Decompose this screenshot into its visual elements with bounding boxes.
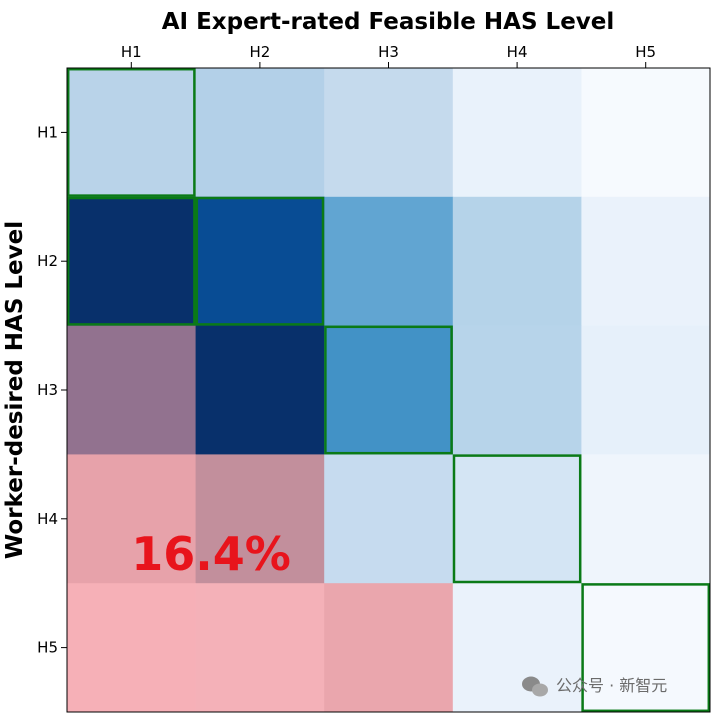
- heatmap-cell: [452, 583, 582, 713]
- y-axis-label: Worker-desired HAS Level: [2, 221, 28, 559]
- heatmap-cell: [452, 325, 582, 455]
- y-tick-label: H5: [37, 639, 58, 657]
- heatmap-cell: [581, 583, 711, 713]
- diagonal-highlight-boxes: [66, 67, 711, 713]
- y-tick-labels: H1 H2 H3 H4 H5: [37, 123, 67, 657]
- x-tick-label: H2: [249, 43, 270, 61]
- annotation-label: 16.4%: [131, 527, 291, 581]
- y-tick-label: H4: [37, 510, 58, 528]
- heatmap-cell: [67, 325, 197, 455]
- heatmap-cell: [324, 325, 454, 455]
- heatmap-cell: [324, 68, 454, 198]
- heatmap-cell: [324, 196, 454, 327]
- x-tick-label: H3: [378, 43, 399, 61]
- heatmap-cell: [195, 583, 325, 713]
- heatmap-cell: [67, 68, 197, 198]
- heatmap-cell: [67, 583, 197, 713]
- watermark-text: 公众号 · 新智元: [556, 676, 667, 695]
- heatmap-cell: [195, 196, 325, 327]
- heatmap-cell: [452, 68, 582, 198]
- y-tick-label: H3: [37, 381, 58, 399]
- highlight-box: [66, 196, 196, 326]
- heatmap-cells: [67, 68, 711, 713]
- highlight-box: [195, 196, 325, 326]
- x-tick-label: H5: [635, 43, 656, 61]
- heatmap-cell: [324, 454, 454, 584]
- heatmap-cell: [452, 196, 582, 327]
- chart-title: AI Expert-rated Feasible HAS Level: [162, 9, 615, 35]
- heatmap-cell: [324, 583, 454, 713]
- watermark: 公众号 · 新智元: [522, 676, 667, 697]
- heatmap-cell: [195, 325, 325, 455]
- heatmap-cell: [581, 454, 711, 584]
- heatmap-cell: [581, 325, 711, 455]
- highlight-box: [66, 67, 196, 197]
- heatmap-cell: [195, 454, 325, 584]
- highlight-box: [581, 583, 711, 713]
- highlight-box: [324, 325, 453, 455]
- heatmap-cell: [581, 68, 711, 198]
- highlight-box: [452, 454, 582, 584]
- heatmap-cell: [67, 196, 197, 327]
- x-tick-label: H4: [507, 43, 528, 61]
- y-tick-label: H1: [37, 123, 58, 141]
- heatmap-cell: [452, 454, 582, 584]
- x-tick-labels: H1 H2 H3 H4 H5: [121, 43, 656, 68]
- heatmap-cell: [67, 454, 197, 584]
- x-tick-label: H1: [121, 43, 142, 61]
- heatmap-cell: [581, 196, 711, 327]
- wechat-icon: [522, 676, 548, 697]
- heatmap-cell: [195, 68, 325, 198]
- y-tick-label: H2: [37, 252, 58, 270]
